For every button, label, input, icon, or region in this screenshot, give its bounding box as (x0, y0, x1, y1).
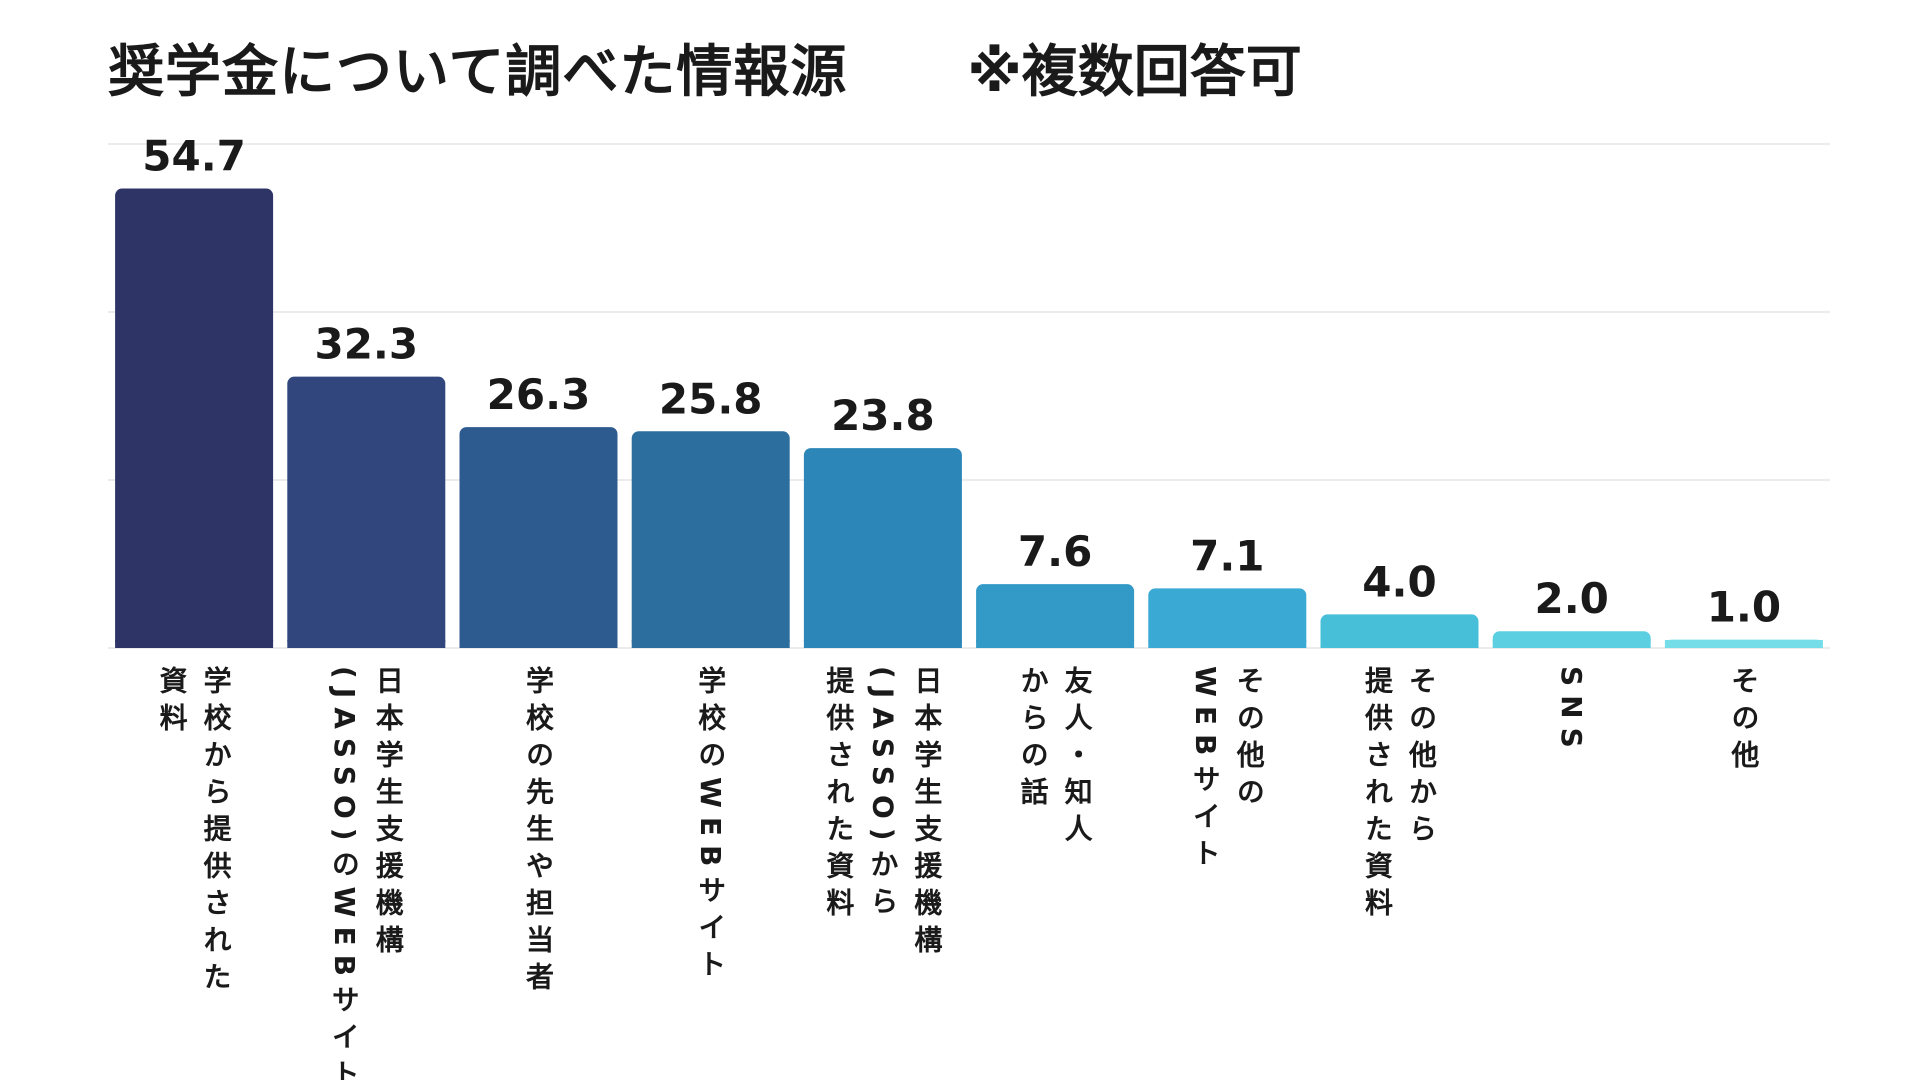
category-label: その他から (1405, 666, 1438, 851)
category-label: その他 (1727, 666, 1760, 777)
chart-subtitle: ※複数回答可 (967, 39, 1302, 105)
bar-base (459, 640, 618, 648)
bar (976, 584, 1135, 648)
bar-base (976, 640, 1135, 648)
category-label: からの話 (1017, 666, 1050, 814)
bar-base (1320, 640, 1479, 648)
bar (115, 188, 274, 648)
bars (115, 188, 1823, 648)
value-label: 2.0 (1534, 574, 1608, 623)
value-label: 7.6 (1018, 527, 1092, 576)
category-label: 友人・知人 (1061, 666, 1094, 851)
bar (287, 376, 446, 648)
category-label: 提供された資料 (1361, 666, 1394, 925)
category-label: 資料 (156, 666, 189, 740)
bar (803, 448, 962, 648)
bar-base (803, 640, 962, 648)
bar (1320, 614, 1479, 648)
value-label: 32.3 (314, 320, 418, 369)
category-label: 学校のWEBサイト (694, 665, 727, 987)
value-label: 7.1 (1190, 531, 1264, 580)
category-label: 日本学生支援機構 (910, 666, 943, 962)
bar (1148, 588, 1307, 648)
chart-title: 奨学金について調べた情報源 (108, 39, 848, 105)
value-label: 26.3 (487, 370, 591, 419)
value-label: 23.8 (831, 391, 935, 440)
bar-base (1148, 640, 1307, 648)
category-label: (JASSO)のWEBサイト (328, 666, 361, 1080)
value-label: 1.0 (1707, 583, 1781, 632)
category-label: その他の (1233, 666, 1266, 814)
category-label: 提供された資料 (822, 666, 855, 925)
bar-base (631, 640, 790, 648)
value-labels: 54.7 32.3 26.3 25.8 23.8 7.6 7.1 4.0 2.0 1.0 (142, 132, 1781, 632)
category-label: 日本学生支援機構 (372, 666, 405, 962)
title-row: 奨学金について調べた情報源 ※複数回答可 (108, 22, 1302, 112)
category-label: (JASSO)から (866, 666, 899, 924)
value-label: 4.0 (1362, 557, 1436, 606)
bar-base (1492, 640, 1651, 648)
category-label: 学校の先生や担当者 (522, 665, 555, 999)
bar (459, 427, 618, 648)
category-label: WEBサイト (1189, 666, 1222, 875)
bar (631, 431, 790, 648)
value-label: 25.8 (659, 374, 763, 423)
category-label: SNS (1555, 666, 1588, 757)
bar-base (115, 640, 274, 648)
bar-base (287, 640, 446, 648)
value-label: 54.7 (142, 132, 246, 181)
category-label: 学校から提供された (200, 665, 233, 999)
bar-base (1664, 640, 1823, 648)
